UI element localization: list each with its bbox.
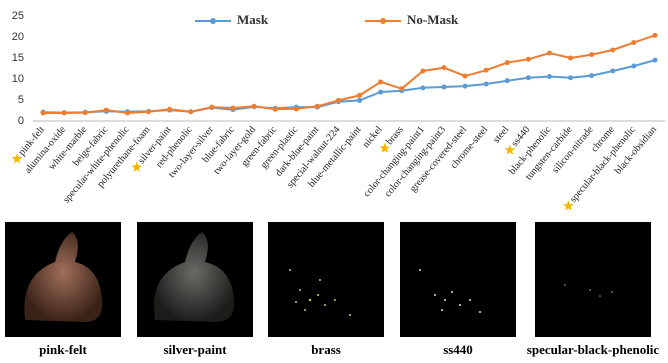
point [589,73,595,79]
series-line [43,34,656,115]
highlight-star [563,200,574,211]
point [378,79,384,85]
point [335,97,341,103]
point [146,109,152,115]
legend-marker [380,18,386,24]
point [420,85,426,91]
bunny [153,232,235,322]
panel-caption: pink-felt [39,342,87,357]
point [525,56,531,62]
point [272,106,278,112]
point [631,39,637,45]
point [61,110,67,116]
highlight-star [11,153,23,164]
point [462,83,468,89]
highlight-star [131,161,142,172]
point [209,104,215,110]
bunny [24,232,103,322]
point [525,75,531,81]
point [504,78,510,84]
panel-caption: ss440 [443,342,473,357]
point [188,109,194,115]
point [357,97,363,103]
point [167,106,173,112]
point [420,68,426,74]
point [230,105,236,111]
panel-caption: silver-paint [163,342,227,357]
legend-label: No-Mask [407,12,459,27]
point [610,47,616,53]
point [610,68,616,74]
point [378,89,384,95]
point [504,60,510,66]
point [652,57,658,63]
x-tick-label: nickel [361,124,385,150]
point [652,32,658,38]
highlight-star [379,142,390,153]
specular-dots [419,269,481,313]
y-tick-label: 5 [18,94,24,106]
y-tick-label: 10 [12,73,24,85]
point [82,110,88,116]
image-specular-black-phenolic [535,222,651,337]
point [103,107,109,113]
highlight-star [504,144,516,155]
point [568,55,574,61]
point [40,110,46,116]
series-line [42,59,656,114]
image-ss440 [400,222,516,337]
image-brass [268,222,384,337]
point [399,86,405,92]
point [483,81,489,87]
point [441,65,447,71]
point [483,67,489,73]
y-tick-label: 0 [18,115,24,127]
legend-label: Mask [237,12,269,27]
legend-marker [210,18,216,24]
panel-caption: specular-black-phenolic [527,342,660,357]
y-tick-label: 15 [12,52,24,64]
point [546,73,552,79]
point [251,103,257,109]
point [293,106,299,112]
point [441,84,447,90]
y-tick-label: 20 [12,31,24,43]
point [568,75,574,81]
point [462,73,468,79]
specular-dots [289,269,351,316]
point [314,103,320,109]
point [631,63,637,69]
point [546,50,552,56]
panel-caption: brass [311,342,341,357]
point [357,92,363,98]
point [124,110,130,116]
specular-dots [564,284,613,297]
y-tick-label: 25 [12,10,24,22]
point [589,52,595,58]
panel-images [5,222,651,337]
